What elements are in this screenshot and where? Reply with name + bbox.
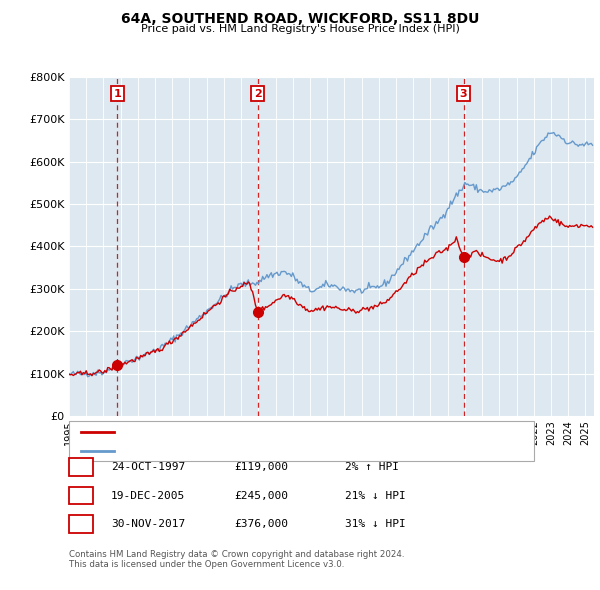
Text: 2% ↑ HPI: 2% ↑ HPI: [345, 463, 399, 472]
Text: 2: 2: [77, 491, 85, 500]
Text: 1: 1: [113, 88, 121, 99]
Text: 19-DEC-2005: 19-DEC-2005: [111, 491, 185, 500]
Text: 31% ↓ HPI: 31% ↓ HPI: [345, 519, 406, 529]
Text: 64A, SOUTHEND ROAD, WICKFORD, SS11 8DU: 64A, SOUTHEND ROAD, WICKFORD, SS11 8DU: [121, 12, 479, 26]
Text: HPI: Average price, detached house, Basildon: HPI: Average price, detached house, Basi…: [120, 445, 343, 455]
Text: This data is licensed under the Open Government Licence v3.0.: This data is licensed under the Open Gov…: [69, 560, 344, 569]
Text: £376,000: £376,000: [234, 519, 288, 529]
Text: 1: 1: [77, 463, 85, 472]
Text: £119,000: £119,000: [234, 463, 288, 472]
Text: Contains HM Land Registry data © Crown copyright and database right 2024.: Contains HM Land Registry data © Crown c…: [69, 550, 404, 559]
Text: 30-NOV-2017: 30-NOV-2017: [111, 519, 185, 529]
Text: 2: 2: [254, 88, 262, 99]
Text: 3: 3: [77, 519, 85, 529]
Text: Price paid vs. HM Land Registry's House Price Index (HPI): Price paid vs. HM Land Registry's House …: [140, 24, 460, 34]
Text: 21% ↓ HPI: 21% ↓ HPI: [345, 491, 406, 500]
Text: £245,000: £245,000: [234, 491, 288, 500]
Text: 64A, SOUTHEND ROAD, WICKFORD, SS11 8DU (detached house): 64A, SOUTHEND ROAD, WICKFORD, SS11 8DU (…: [120, 427, 436, 437]
Text: 24-OCT-1997: 24-OCT-1997: [111, 463, 185, 472]
Text: 3: 3: [460, 88, 467, 99]
